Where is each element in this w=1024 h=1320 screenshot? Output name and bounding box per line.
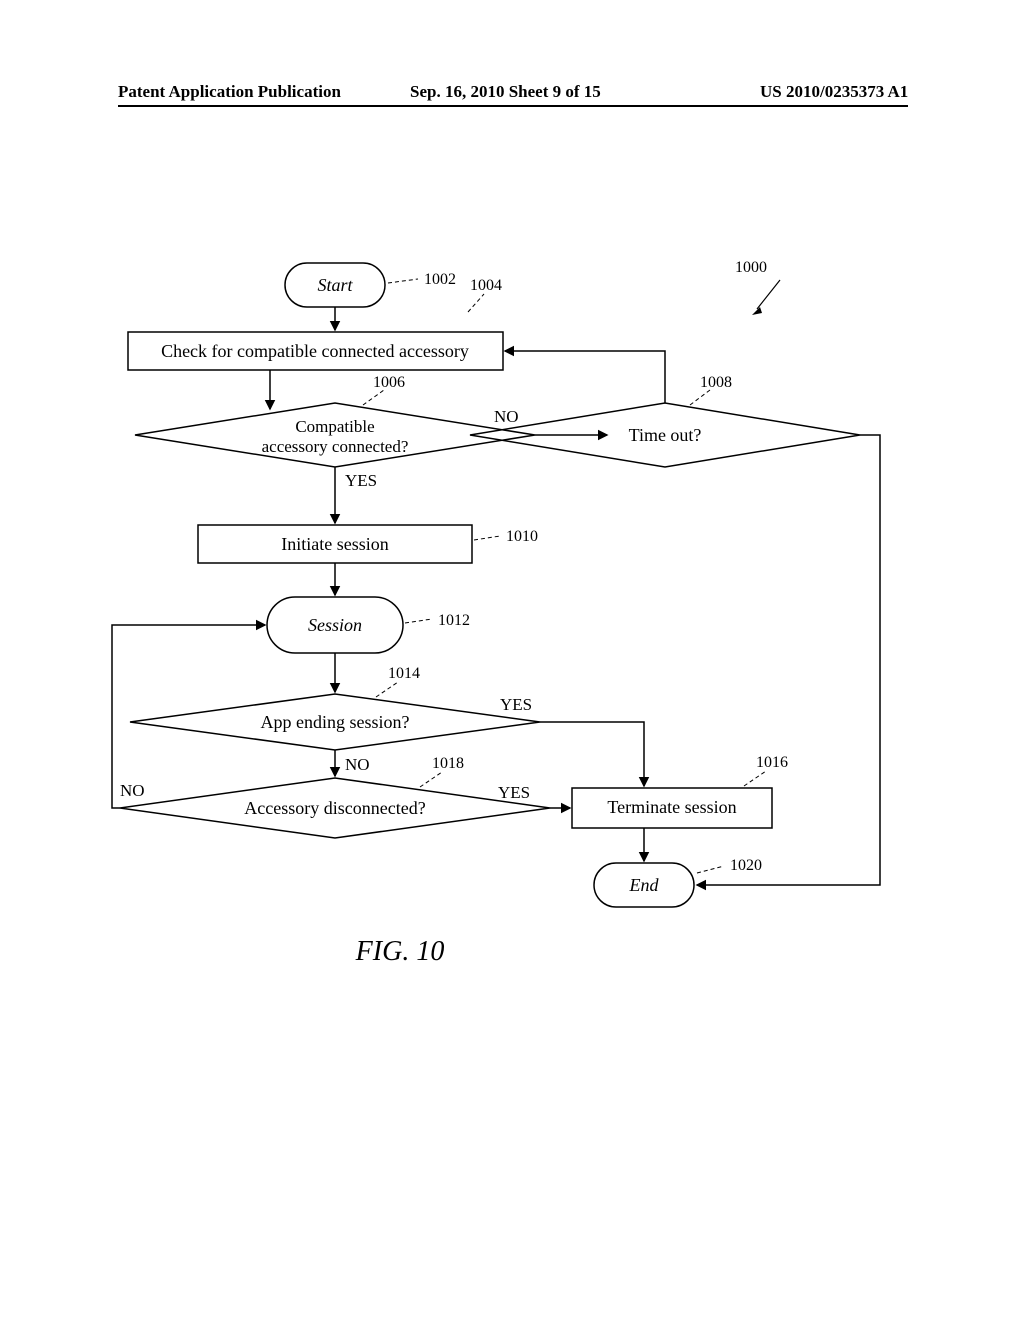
ref-1018: 1018 (420, 755, 464, 787)
node-start: Start (285, 263, 385, 307)
ref-1002-text: 1002 (424, 271, 456, 288)
ref-1008-text: 1008 (700, 374, 732, 391)
node-session-label: Session (308, 615, 362, 635)
node-acc-disc-label: Accessory disconnected? (244, 798, 425, 818)
ref-1020: 1020 (697, 857, 762, 874)
flowchart: 1000 Start 1002 Check for compatible con… (0, 0, 1024, 1320)
node-compatible-label1: Compatible (295, 417, 374, 436)
ref-1020-text: 1020 (730, 857, 762, 874)
node-app-ending-label: App ending session? (261, 712, 410, 732)
label-accdisc-yes: YES (498, 783, 530, 802)
edge-timeout-check (505, 351, 665, 403)
ref-1008: 1008 (690, 374, 732, 405)
ref-1016: 1016 (744, 754, 788, 786)
ref-1000: 1000 (735, 259, 780, 315)
ref-1010: 1010 (474, 528, 538, 545)
node-timeout: Time out? (470, 403, 860, 467)
label-compatible-no: NO (494, 407, 519, 426)
label-appending-yes: YES (500, 695, 532, 714)
ref-1016-text: 1016 (756, 754, 788, 771)
page: Patent Application Publication Sep. 16, … (0, 0, 1024, 1320)
node-check-label: Check for compatible connected accessory (161, 341, 469, 361)
node-acc-disc: Accessory disconnected? (120, 778, 550, 838)
ref-1000-text: 1000 (735, 259, 767, 276)
ref-1012: 1012 (405, 612, 470, 629)
ref-1004: 1004 (468, 277, 502, 312)
node-initiate-label: Initiate session (281, 534, 388, 554)
node-compatible-label2: accessory connected? (262, 437, 409, 456)
node-check: Check for compatible connected accessory (128, 332, 503, 370)
label-compatible-yes: YES (345, 471, 377, 490)
ref-1004-text: 1004 (470, 277, 502, 294)
ref-1018-text: 1018 (432, 755, 464, 772)
figure-label: FIG. 10 (355, 936, 445, 967)
label-appending-no: NO (345, 755, 370, 774)
node-timeout-label: Time out? (629, 425, 702, 445)
node-session: Session (267, 597, 403, 653)
ref-1006-text: 1006 (373, 374, 405, 391)
node-end-label: End (629, 875, 660, 895)
node-initiate: Initiate session (198, 525, 472, 563)
node-terminate: Terminate session (572, 788, 772, 828)
ref-1014: 1014 (376, 665, 420, 697)
node-terminate-label: Terminate session (607, 797, 736, 817)
node-app-ending: App ending session? (130, 694, 540, 750)
ref-1010-text: 1010 (506, 528, 538, 545)
edge-timeout-end (697, 435, 880, 885)
edge-appending-terminate (540, 722, 644, 786)
ref-1014-text: 1014 (388, 665, 420, 682)
ref-1012-text: 1012 (438, 612, 470, 629)
node-start-label: Start (317, 275, 353, 295)
ref-1006: 1006 (363, 374, 405, 405)
node-end: End (594, 863, 694, 907)
label-accdisc-no: NO (120, 781, 145, 800)
node-compatible: Compatible accessory connected? (135, 403, 535, 467)
ref-1002: 1002 (388, 271, 456, 288)
